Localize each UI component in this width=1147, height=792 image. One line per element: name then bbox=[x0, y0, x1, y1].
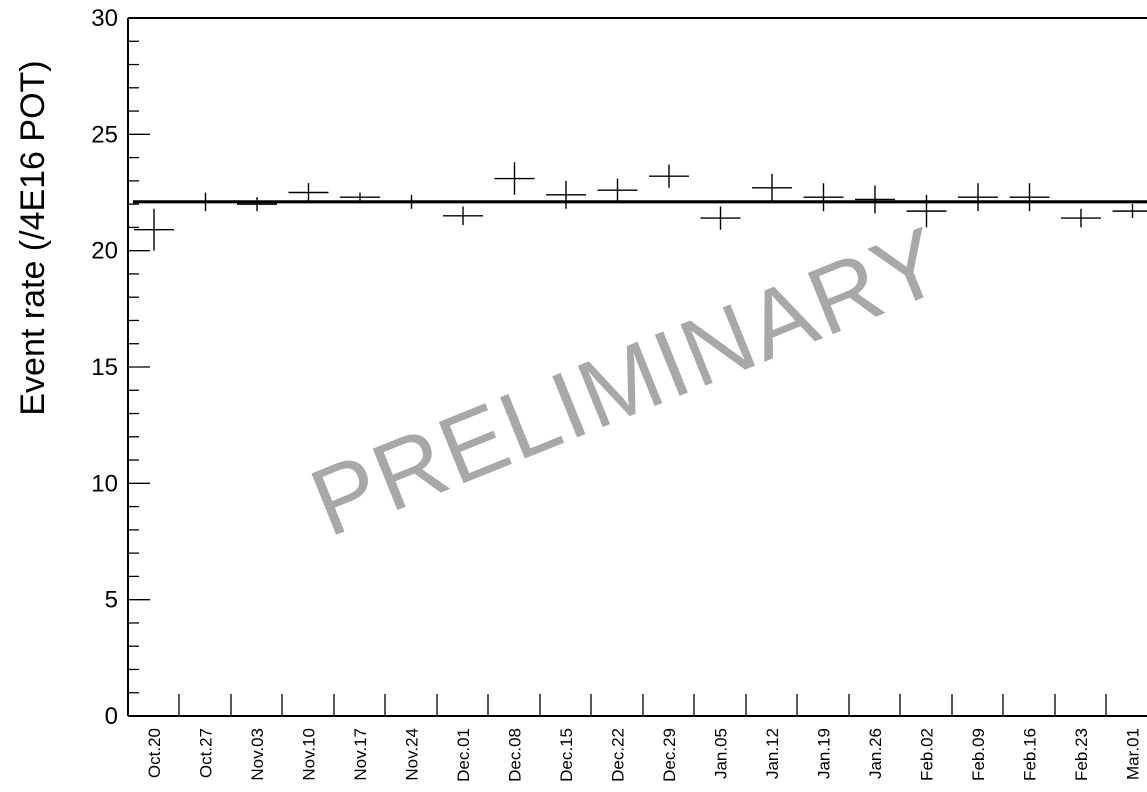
x-tick-label: Mar.01 bbox=[1124, 728, 1143, 780]
data-point bbox=[1009, 183, 1050, 212]
x-tick-label: Dec.15 bbox=[557, 728, 576, 782]
x-tick-label: Nov.10 bbox=[300, 728, 319, 781]
y-axis: 0 5 10 15 20 25 30 bbox=[91, 5, 150, 730]
data-point bbox=[494, 162, 535, 195]
data-point bbox=[752, 173, 792, 202]
x-tick-label: Jan.26 bbox=[866, 728, 885, 779]
x-tick-label: Dec.22 bbox=[609, 728, 628, 782]
y-tick-label: 15 bbox=[91, 354, 118, 381]
x-tick-label: Feb.02 bbox=[918, 728, 937, 781]
data-point bbox=[1061, 208, 1101, 228]
data-point bbox=[958, 183, 998, 212]
x-tick-label: Oct.20 bbox=[145, 728, 164, 778]
x-tick-label: Feb.23 bbox=[1072, 728, 1091, 781]
x-tick-label: Nov.24 bbox=[403, 728, 422, 781]
x-tick-label: Dec.08 bbox=[506, 728, 525, 782]
data-point bbox=[803, 183, 844, 212]
x-tick-label: Feb.16 bbox=[1021, 728, 1040, 781]
y-axis-label: Event rate (/4E16 POT) bbox=[14, 60, 52, 415]
x-tick-label: Feb.09 bbox=[969, 728, 988, 781]
data-point bbox=[134, 208, 174, 251]
y-tick-label: 30 bbox=[91, 5, 118, 32]
x-tick-label: Jan.12 bbox=[763, 728, 782, 779]
data-point bbox=[288, 183, 329, 202]
y-tick-label: 10 bbox=[91, 470, 118, 497]
x-tick-label: Nov.03 bbox=[248, 728, 267, 781]
x-tick-label: Dec.01 bbox=[454, 728, 473, 782]
x-tick-label: Dec.29 bbox=[660, 728, 679, 782]
y-tick-label: 25 bbox=[91, 121, 118, 148]
data-series bbox=[134, 162, 1147, 251]
data-point bbox=[1112, 204, 1147, 219]
data-point bbox=[700, 206, 741, 230]
x-axis: Oct.20 Oct.27 Nov.03 Nov.10 Nov.17 Nov.24 Dec.… bbox=[145, 694, 1143, 782]
y-tick-label: 20 bbox=[91, 238, 118, 265]
data-point bbox=[855, 185, 895, 214]
watermark-annotation: PRELIMINARY bbox=[297, 207, 959, 558]
x-tick-label: Oct.27 bbox=[197, 728, 216, 778]
x-tick-label: Jan.05 bbox=[712, 728, 731, 779]
data-point bbox=[597, 178, 638, 202]
x-tick-label: Nov.17 bbox=[351, 728, 370, 781]
y-tick-label: 0 bbox=[105, 703, 118, 730]
data-point bbox=[237, 197, 277, 212]
y-tick-label: 5 bbox=[105, 587, 118, 614]
data-point bbox=[443, 206, 483, 226]
data-point bbox=[546, 180, 586, 209]
x-tick-label: Jan.19 bbox=[815, 728, 834, 779]
data-point bbox=[649, 164, 689, 188]
